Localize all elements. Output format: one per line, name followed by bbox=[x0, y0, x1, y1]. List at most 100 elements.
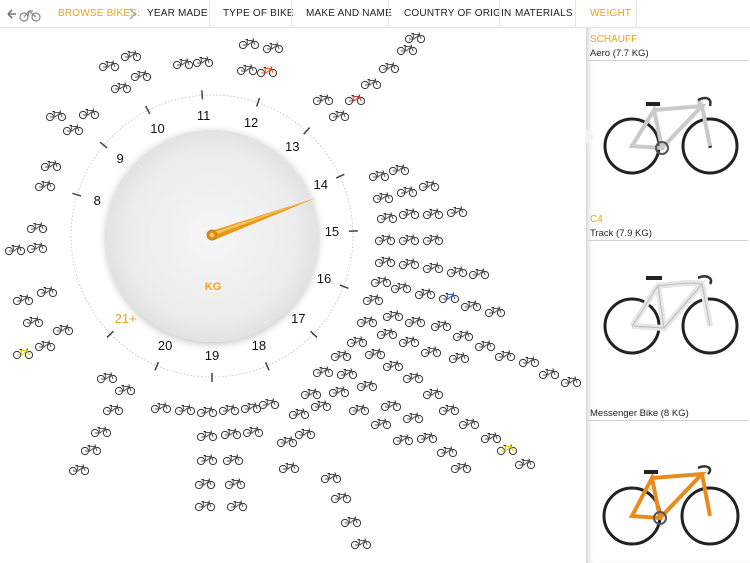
bike-thumbnail[interactable] bbox=[300, 388, 322, 400]
bike-thumbnail[interactable] bbox=[328, 110, 350, 122]
bike-thumbnail[interactable] bbox=[538, 368, 560, 380]
bike-thumbnail[interactable] bbox=[294, 428, 316, 440]
bike-thumbnail[interactable] bbox=[346, 336, 368, 348]
bike-thumbnail[interactable] bbox=[192, 56, 214, 68]
road-bike-icon[interactable] bbox=[594, 76, 746, 186]
bike-thumbnail[interactable] bbox=[196, 430, 218, 442]
bike-thumbnail[interactable] bbox=[344, 94, 366, 106]
bike-thumbnail[interactable] bbox=[402, 412, 424, 424]
bike-thumbnail[interactable] bbox=[422, 208, 444, 220]
bike-thumbnail[interactable] bbox=[78, 108, 100, 120]
bike-thumbnail[interactable] bbox=[402, 372, 424, 384]
bike-thumbnail[interactable] bbox=[392, 434, 414, 446]
bike-name[interactable]: Track (7.9 KG) bbox=[590, 228, 652, 239]
bike-name[interactable]: Aero (7.7 KG) bbox=[590, 48, 649, 59]
bike-thumbnail[interactable] bbox=[376, 328, 398, 340]
back-arrow-bike-icon[interactable] bbox=[6, 5, 42, 23]
bike-thumbnail[interactable] bbox=[150, 402, 172, 414]
bike-thumbnail[interactable] bbox=[446, 206, 468, 218]
bike-thumbnail[interactable] bbox=[368, 170, 390, 182]
bike-thumbnail[interactable] bbox=[468, 268, 490, 280]
bike-thumbnail[interactable] bbox=[398, 208, 420, 220]
bike-thumbnail[interactable] bbox=[34, 180, 56, 192]
nav-make-and-name[interactable]: MAKE AND NAME bbox=[306, 8, 392, 19]
bike-thumbnail[interactable] bbox=[196, 406, 218, 418]
bike-thumbnail[interactable] bbox=[560, 376, 582, 388]
bike-thumbnail[interactable] bbox=[518, 356, 540, 368]
bike-thumbnail[interactable] bbox=[110, 82, 132, 94]
bike-thumbnail[interactable] bbox=[330, 350, 352, 362]
bike-thumbnail[interactable] bbox=[102, 404, 124, 416]
bike-thumbnail[interactable] bbox=[418, 180, 440, 192]
bike-thumbnail[interactable] bbox=[258, 398, 280, 410]
bike-thumbnail[interactable] bbox=[194, 478, 216, 490]
bike-thumbnail[interactable] bbox=[236, 64, 258, 76]
bike-thumbnail[interactable] bbox=[422, 234, 444, 246]
bike-thumbnail[interactable] bbox=[378, 62, 400, 74]
bike-thumbnail[interactable] bbox=[312, 366, 334, 378]
bike-thumbnail[interactable] bbox=[398, 234, 420, 246]
bike-thumbnail[interactable] bbox=[414, 288, 436, 300]
fixie-bike-icon[interactable] bbox=[594, 446, 746, 556]
bike-thumbnail[interactable] bbox=[224, 478, 246, 490]
bike-thumbnail[interactable] bbox=[45, 110, 67, 122]
bike-thumbnail[interactable] bbox=[120, 50, 142, 62]
bike-thumbnail[interactable] bbox=[4, 244, 26, 256]
bike-thumbnail[interactable] bbox=[460, 300, 482, 312]
bike-thumbnail[interactable] bbox=[12, 294, 34, 306]
bike-thumbnail[interactable] bbox=[320, 472, 342, 484]
bike-thumbnail[interactable] bbox=[438, 404, 460, 416]
bike-thumbnail[interactable] bbox=[256, 66, 278, 78]
bike-thumbnail[interactable] bbox=[404, 316, 426, 328]
bike-thumbnail[interactable] bbox=[40, 160, 62, 172]
bike-thumbnail[interactable] bbox=[362, 294, 384, 306]
bike-thumbnail[interactable] bbox=[364, 348, 386, 360]
bike-thumbnail[interactable] bbox=[26, 222, 48, 234]
bike-thumbnail[interactable] bbox=[194, 500, 216, 512]
bike-thumbnail[interactable] bbox=[130, 70, 152, 82]
bike-thumbnail[interactable] bbox=[374, 256, 396, 268]
bike-thumbnail[interactable] bbox=[390, 282, 412, 294]
bike-thumbnail[interactable] bbox=[340, 516, 362, 528]
nav-year-made[interactable]: YEAR MADE bbox=[147, 8, 208, 19]
bike-thumbnail[interactable] bbox=[398, 336, 420, 348]
bike-thumbnail[interactable] bbox=[396, 186, 418, 198]
bike-thumbnail[interactable] bbox=[356, 316, 378, 328]
bike-thumbnail[interactable] bbox=[376, 212, 398, 224]
bike-thumbnail[interactable] bbox=[382, 310, 404, 322]
bike-thumbnail[interactable] bbox=[90, 426, 112, 438]
track-bike-icon[interactable] bbox=[594, 256, 746, 366]
bike-thumbnail[interactable] bbox=[484, 306, 506, 318]
bike-thumbnail[interactable] bbox=[514, 458, 536, 470]
bike-thumbnail[interactable] bbox=[416, 432, 438, 444]
bike-thumbnail[interactable] bbox=[430, 320, 452, 332]
nav-materials[interactable]: MATERIALS bbox=[515, 8, 573, 19]
bike-thumbnail[interactable] bbox=[360, 78, 382, 90]
bike-thumbnail[interactable] bbox=[242, 426, 264, 438]
bike-thumbnail[interactable] bbox=[36, 286, 58, 298]
bike-thumbnail[interactable] bbox=[196, 454, 218, 466]
bike-thumbnail[interactable] bbox=[420, 346, 442, 358]
bike-thumbnail[interactable] bbox=[34, 340, 56, 352]
bike-thumbnail[interactable] bbox=[398, 258, 420, 270]
bike-thumbnail[interactable] bbox=[448, 352, 470, 364]
dial-pointer[interactable] bbox=[206, 198, 317, 241]
bike-thumbnail[interactable] bbox=[422, 262, 444, 274]
bike-thumbnail[interactable] bbox=[80, 444, 102, 456]
bike-thumbnail[interactable] bbox=[446, 266, 468, 278]
bike-thumbnail[interactable] bbox=[288, 408, 310, 420]
bike-thumbnail[interactable] bbox=[262, 42, 284, 54]
bike-thumbnail[interactable] bbox=[62, 124, 84, 136]
bike-thumbnail[interactable] bbox=[374, 234, 396, 246]
bike-thumbnail[interactable] bbox=[172, 58, 194, 70]
bike-thumbnail[interactable] bbox=[404, 32, 426, 44]
bike-thumbnail[interactable] bbox=[336, 368, 358, 380]
bike-thumbnail[interactable] bbox=[330, 492, 352, 504]
bike-thumbnail[interactable] bbox=[52, 324, 74, 336]
bike-thumbnail[interactable] bbox=[68, 464, 90, 476]
bike-thumbnail[interactable] bbox=[496, 444, 518, 456]
bike-thumbnail[interactable] bbox=[380, 400, 402, 412]
bike-thumbnail[interactable] bbox=[226, 500, 248, 512]
bike-thumbnail[interactable] bbox=[396, 44, 418, 56]
bike-thumbnail[interactable] bbox=[114, 384, 136, 396]
